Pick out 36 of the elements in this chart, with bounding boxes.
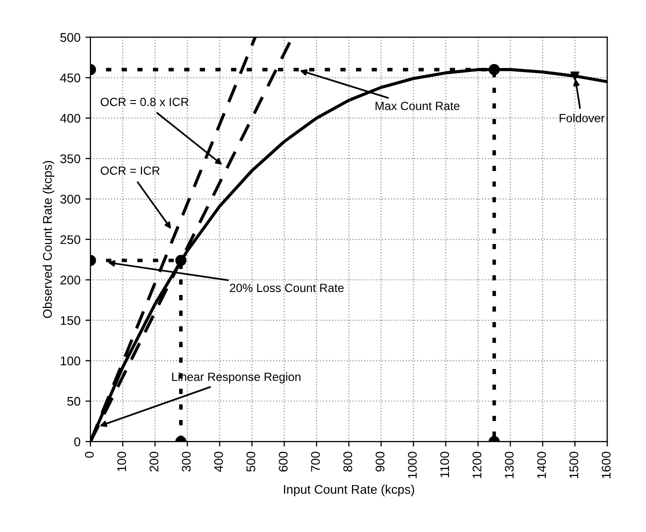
y-tick-label: 0 — [74, 437, 80, 446]
x-tick-label: 0 — [84, 452, 94, 458]
x-tick-label: 1400 — [537, 452, 546, 478]
x-tick-label: 1200 — [472, 452, 482, 478]
x-tick-label: 1100 — [440, 452, 450, 478]
annotation: Linear Response Region — [172, 372, 300, 384]
x-tick-label: 200 — [150, 452, 158, 472]
y-tick-label: 100 — [60, 356, 80, 366]
x-tick-label: 1300 — [504, 452, 514, 478]
annotation: Foldover — [560, 114, 605, 122]
annotation: OCR = 0.8 x ICR — [100, 98, 188, 106]
x-tick-label: 300 — [182, 452, 191, 472]
annotation: OCR = ICR — [100, 166, 160, 175]
y-axis-title: Observed Count Rate (kcps) — [42, 160, 54, 318]
y-tick-label: 200 — [60, 276, 80, 284]
x-tick-label: 600 — [278, 452, 288, 472]
x-tick-label: 1500 — [569, 452, 578, 478]
y-tick-label: 500 — [60, 33, 80, 42]
x-tick-label: 400 — [214, 452, 223, 472]
x-tick-label: 500 — [246, 452, 256, 472]
x-tick-label: 1000 — [408, 452, 417, 478]
x-tick-label: 100 — [117, 452, 126, 472]
x-tick-label: 700 — [311, 452, 320, 472]
y-tick-label: 300 — [60, 194, 80, 204]
y-tick-label: 150 — [60, 316, 80, 325]
y-tick-label: 350 — [60, 154, 80, 164]
y-tick-label: 250 — [60, 235, 80, 244]
x-tick-label: 800 — [343, 452, 352, 472]
x-axis-title: Input Count Rate (kcps) — [284, 484, 414, 496]
annotation: 20% Loss Count Rate — [230, 284, 344, 292]
y-tick-label: 450 — [60, 73, 80, 82]
x-tick-label: 900 — [376, 452, 384, 472]
y-tick-label: 50 — [67, 396, 80, 406]
annotation: Max Count Rate — [376, 102, 460, 110]
x-tick-label: 1600 — [602, 452, 611, 478]
y-tick-label: 400 — [60, 114, 80, 123]
